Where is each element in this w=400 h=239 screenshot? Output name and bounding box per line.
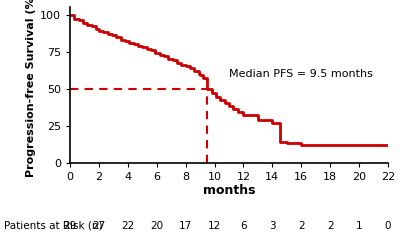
Text: 27: 27 <box>92 221 106 231</box>
Y-axis label: Progression-free Survival (%): Progression-free Survival (%) <box>26 0 36 177</box>
Text: 6: 6 <box>240 221 247 231</box>
Text: Median PFS = 9.5 months: Median PFS = 9.5 months <box>229 69 373 79</box>
Text: 12: 12 <box>208 221 221 231</box>
Text: 1: 1 <box>356 221 362 231</box>
Text: 17: 17 <box>179 221 192 231</box>
Text: 20: 20 <box>150 221 163 231</box>
Text: 2: 2 <box>327 221 334 231</box>
Text: 0: 0 <box>385 221 391 231</box>
Text: Patients at Risk (n): Patients at Risk (n) <box>4 221 102 231</box>
X-axis label: months: months <box>203 184 255 197</box>
Text: 29: 29 <box>63 221 77 231</box>
Text: 2: 2 <box>298 221 304 231</box>
Text: 22: 22 <box>121 221 134 231</box>
Text: 3: 3 <box>269 221 276 231</box>
